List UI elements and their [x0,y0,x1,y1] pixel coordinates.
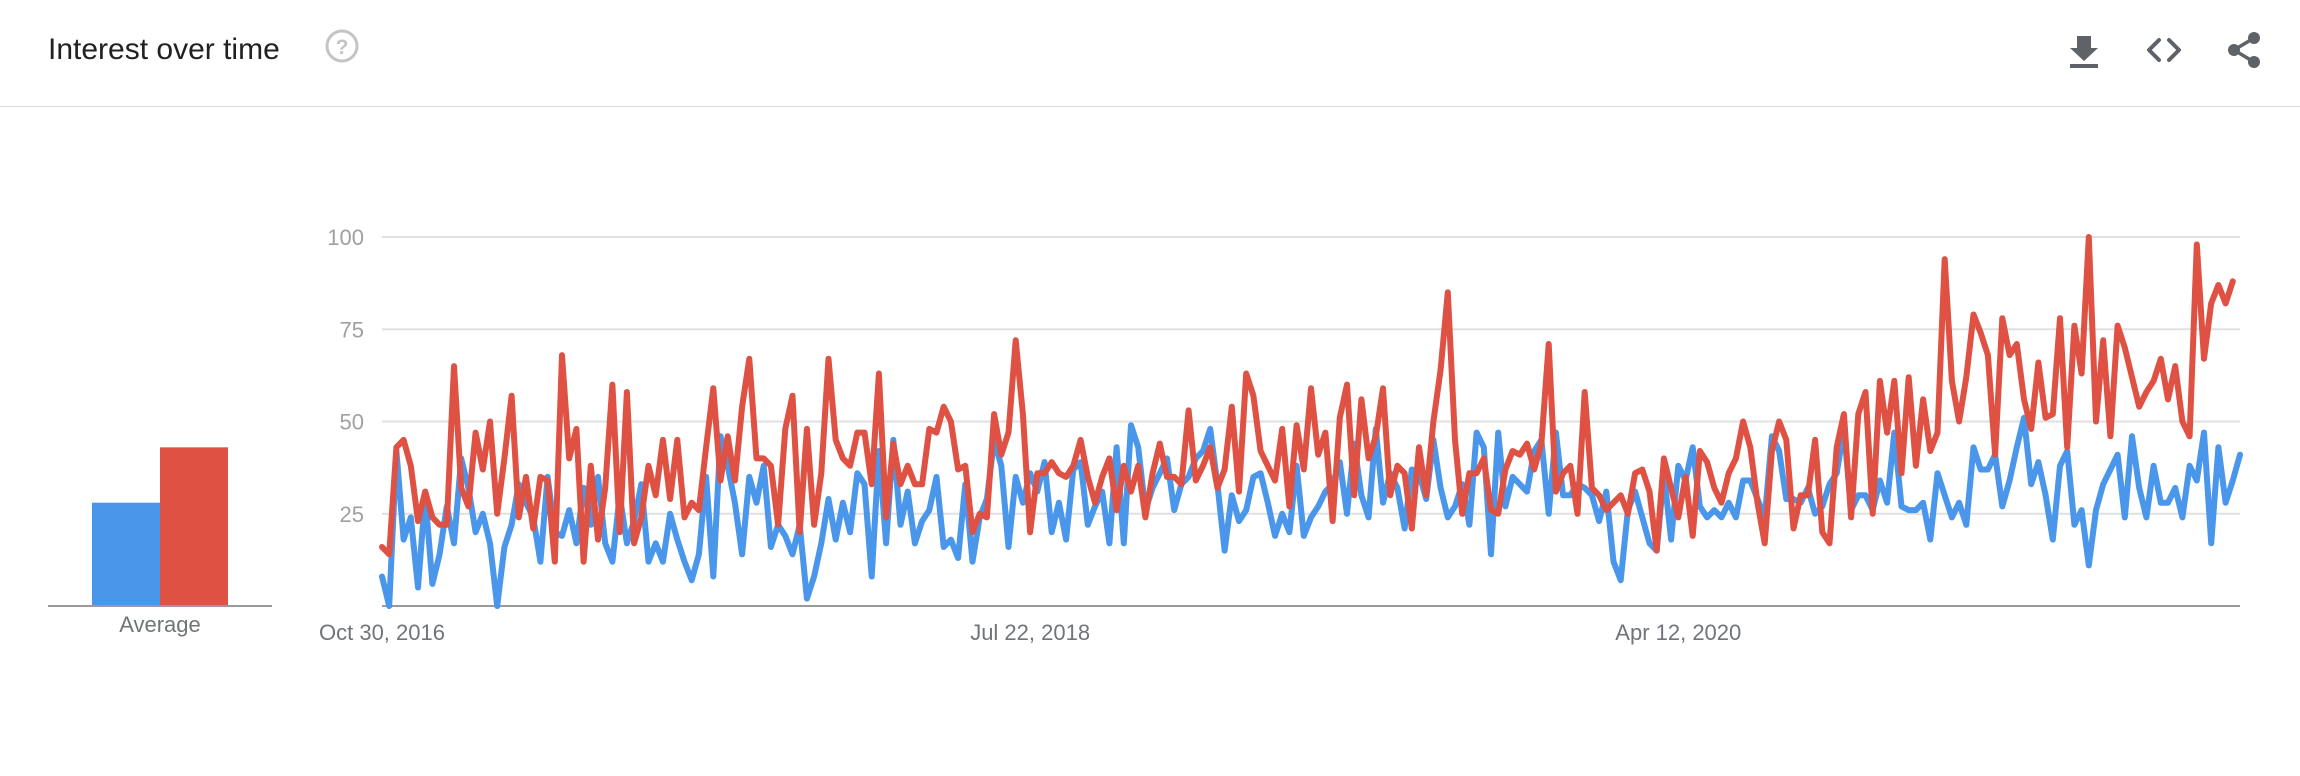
chart-header: Interest over time ? [0,0,2300,107]
svg-text:?: ? [336,36,349,59]
y-tick-label: 75 [340,317,364,342]
average-bar-2 [160,447,228,606]
series-line-1 [379,414,2243,609]
embed-code-icon[interactable] [2144,30,2184,70]
chart-title: Interest over time [48,33,280,66]
average-bars [48,447,272,607]
series-line-2 [379,234,2236,565]
help-circle-icon[interactable]: ? [324,28,360,64]
y-tick-label: 50 [340,410,364,435]
y-tick-label: 100 [327,225,364,250]
average-bar-1 [92,502,160,606]
x-tick-label: Jul 22, 2018 [970,620,1090,645]
download-icon[interactable] [2064,30,2104,70]
x-axis-ticks: Oct 30, 2016 Jul 22, 2018 Apr 12, 2020 [319,620,1741,645]
share-icon[interactable] [2224,30,2264,70]
series-lines [379,234,2243,609]
y-tick-label: 25 [340,502,364,527]
average-label: Average [119,612,201,637]
x-tick-label: Oct 30, 2016 [319,620,445,645]
x-tick-label: Apr 12, 2020 [1615,620,1741,645]
